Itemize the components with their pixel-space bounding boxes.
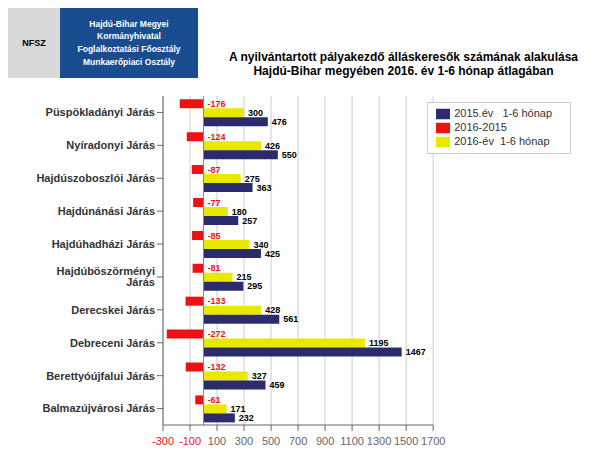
svg-text:-124: -124 xyxy=(208,132,226,142)
svg-text:561: 561 xyxy=(283,314,298,324)
svg-text:-132: -132 xyxy=(208,362,226,372)
svg-text:363: 363 xyxy=(257,183,272,193)
svg-text:Berettyóújfalui Járás: Berettyóújfalui Járás xyxy=(46,370,155,382)
svg-text:327: 327 xyxy=(252,371,267,381)
svg-text:257: 257 xyxy=(242,216,257,226)
html-text:Hajdú-Bihar Megyei Kormányhiva: Hajdú-Bihar Megyei Kormányhivatal Foglal… xyxy=(77,18,181,67)
html-text:2016-2015: 2016-2015 xyxy=(454,121,507,134)
svg-text:300: 300 xyxy=(248,108,263,118)
svg-text:1300: 1300 xyxy=(367,435,391,447)
svg-text:-176: -176 xyxy=(208,99,226,109)
svg-text:1500: 1500 xyxy=(394,435,418,447)
svg-text:900: 900 xyxy=(316,435,334,447)
svg-text:550: 550 xyxy=(282,150,297,160)
svg-text:-300: -300 xyxy=(152,435,174,447)
svg-text:1195: 1195 xyxy=(369,338,389,348)
html-text:2015.év 1-6 hónap: 2015.év 1-6 hónap xyxy=(454,107,552,119)
svg-text:-100: -100 xyxy=(179,435,201,447)
svg-text:100: 100 xyxy=(208,435,226,447)
svg-text:215: 215 xyxy=(236,272,252,283)
svg-text:171: 171 xyxy=(230,404,246,414)
html-text:NFSZ: NFSZ xyxy=(22,38,46,48)
svg-text:-85: -85 xyxy=(208,231,221,241)
svg-text:295: 295 xyxy=(247,281,262,291)
html-text:2016-év 1-6 hónap: 2016-év 1-6 hónap xyxy=(454,135,550,148)
svg-text:300: 300 xyxy=(235,435,253,447)
svg-text:Hajdúnánási Járás: Hajdúnánási Járás xyxy=(58,205,155,217)
svg-text:Püspökladányi Járás: Püspökladányi Járás xyxy=(46,106,155,118)
svg-text:1467: 1467 xyxy=(406,347,426,357)
svg-text:-87: -87 xyxy=(208,165,221,175)
svg-text:-272: -272 xyxy=(208,329,226,339)
svg-text:500: 500 xyxy=(262,435,280,447)
svg-text:Hajdúhadházi Járás: Hajdúhadházi Járás xyxy=(52,238,155,250)
svg-text:-77: -77 xyxy=(208,198,221,208)
svg-text:700: 700 xyxy=(289,435,307,447)
svg-text:Debreceni Járás: Debreceni Járás xyxy=(70,337,155,349)
svg-text:426: 426 xyxy=(265,141,280,151)
svg-text:425: 425 xyxy=(265,249,280,259)
svg-text:1100: 1100 xyxy=(340,435,364,447)
svg-text:459: 459 xyxy=(270,380,285,390)
svg-text:HajdúböszörményiJárás: HajdúböszörményiJárás xyxy=(57,265,155,288)
svg-text:Hajdúszoboszlói Járás: Hajdúszoboszlói Járás xyxy=(36,172,155,184)
svg-text:Derecskei Járás: Derecskei Járás xyxy=(71,304,155,316)
svg-text:Balmazújvárosi Járás: Balmazújvárosi Járás xyxy=(42,402,155,414)
svg-text:-61: -61 xyxy=(208,395,221,405)
svg-text:1700: 1700 xyxy=(421,435,445,447)
svg-text:Nyíradonyi Járás: Nyíradonyi Járás xyxy=(66,139,155,151)
svg-text:-133: -133 xyxy=(208,296,226,306)
svg-text:-81: -81 xyxy=(208,263,221,273)
svg-text:476: 476 xyxy=(272,117,287,127)
html-text:A nyilvántartott pályakezdő ál: A nyilvántartott pályakezdő álláskeresők… xyxy=(229,50,578,78)
svg-text:275: 275 xyxy=(244,173,260,184)
svg-text:180: 180 xyxy=(231,206,247,217)
svg-text:428: 428 xyxy=(265,305,280,315)
svg-text:340: 340 xyxy=(253,239,269,250)
svg-text:232: 232 xyxy=(239,413,254,423)
